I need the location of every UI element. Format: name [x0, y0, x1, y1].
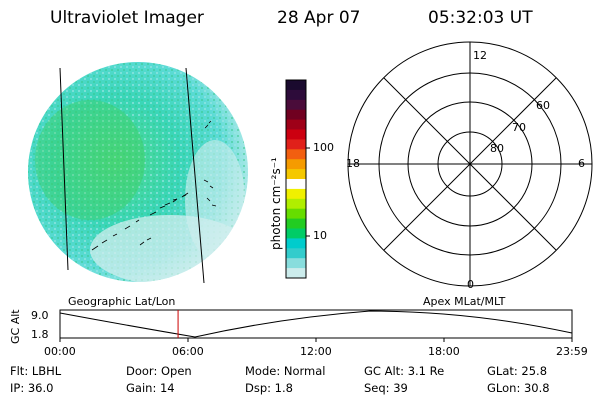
- mlt-label-18: 18: [346, 157, 360, 170]
- mlat-label-80: 80: [490, 142, 504, 155]
- mlt-label-0: 0: [467, 278, 474, 291]
- door-readout: Door: Open: [126, 364, 192, 378]
- mlat-label-70: 70: [512, 121, 526, 134]
- timeline-ytick-max: 9.0: [31, 309, 49, 322]
- observation-time: 05:32:03 UT: [428, 8, 533, 28]
- ip-readout: IP: 36.0: [10, 381, 54, 395]
- colorbar-segment: [286, 129, 306, 140]
- mlt-label-12: 12: [473, 49, 487, 62]
- seq-readout: Seq: 39: [364, 381, 408, 395]
- gain-readout: Gain: 14: [126, 381, 175, 395]
- colorbar-segment: [286, 228, 306, 239]
- glat-readout: GLat: 25.8: [487, 364, 548, 378]
- gc-alt-readout: GC Alt: 3.1 Re: [364, 364, 445, 378]
- mlat-label-60: 60: [536, 99, 550, 112]
- timeline-xtick-0: 00:00: [44, 345, 76, 358]
- colorbar-segment: [286, 89, 306, 101]
- timeline-right-caption: Apex MLat/MLT: [423, 295, 506, 308]
- coastline-overlay: [91, 120, 217, 251]
- colorbar-segment: [286, 198, 306, 210]
- colorbar-segment: [286, 248, 306, 259]
- timeline-xtick-1: 06:00: [172, 345, 204, 358]
- colorbar-segment: [286, 80, 306, 91]
- dsp-readout: Dsp: 1.8: [245, 381, 293, 395]
- uv-image-disk: [28, 62, 248, 284]
- colorbar-segment: [286, 268, 306, 279]
- colorbar-segment: [286, 179, 306, 190]
- timeline-xtick-3: 18:00: [428, 345, 460, 358]
- colorbar-segment: [286, 238, 306, 249]
- colorbar-segment: [286, 188, 306, 200]
- mode-readout: Mode: Normal: [245, 364, 326, 378]
- colorbar-segment: [286, 218, 306, 229]
- timeline-xtick-2: 12:00: [300, 345, 332, 358]
- colorbar-segment: [286, 208, 306, 220]
- observation-date: 28 Apr 07: [277, 8, 361, 28]
- colorbar-segment: [286, 109, 306, 121]
- colorbar-tick-10: 10: [313, 229, 327, 242]
- colorbar-segment: [286, 169, 306, 180]
- timeline-ytick-min: 1.8: [31, 328, 49, 341]
- mlt-label-6: 6: [578, 157, 585, 170]
- colorbar-segment: [286, 119, 306, 130]
- colorbar-tick-100: 100: [313, 141, 334, 154]
- timeline-xtick-4: 23:59: [556, 345, 588, 358]
- timeline-left-caption: Geographic Lat/Lon: [68, 295, 176, 308]
- colorbar-segment: [286, 99, 306, 111]
- colorbar-segment: [286, 139, 306, 150]
- filter-readout: Flt: LBHL: [10, 364, 62, 378]
- colorbar-segment: [286, 258, 306, 269]
- glon-readout: GLon: 30.8: [487, 381, 550, 395]
- colorbar-segment: [286, 159, 306, 170]
- colorbar-segment: [286, 149, 306, 160]
- instrument-title: Ultraviolet Imager: [50, 8, 204, 28]
